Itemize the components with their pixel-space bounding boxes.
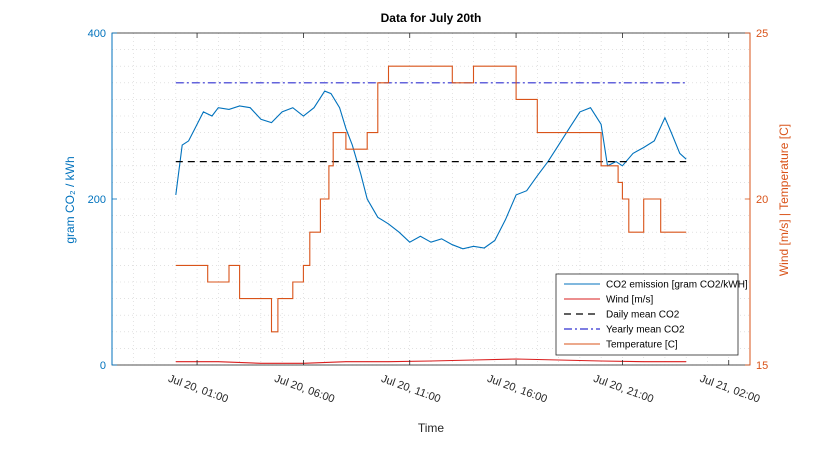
x-axis-label: Time — [418, 421, 445, 435]
y-tick-label-left: 0 — [100, 360, 106, 372]
x-tick-label: Jul 20, 21:00 — [592, 373, 655, 406]
series-wind — [175, 358, 687, 364]
series-layer — [175, 65, 687, 364]
y-tick-label-left: 200 — [88, 194, 106, 206]
series-temperature — [175, 65, 687, 333]
x-tick-label: Jul 21, 02:00 — [698, 373, 761, 406]
x-tick-label: Jul 20, 11:00 — [379, 373, 442, 406]
legend-box — [555, 273, 739, 356]
x-tick-label: Jul 20, 16:00 — [485, 373, 548, 406]
x-tick-label: Jul 20, 06:00 — [273, 373, 336, 406]
legend-label: CO2 emission [gram CO2/kWH] — [606, 280, 748, 291]
legend-label: Temperature [C] — [606, 340, 678, 351]
y-tick-label-right: 20 — [756, 194, 768, 206]
y-tick-label-right: 15 — [756, 360, 768, 372]
y-axis-label-right: Wind [m/s] | Temperature [C] — [777, 124, 791, 276]
y-axis-label-left: gram CO₂ / kWh — [63, 156, 77, 243]
legend-label: Wind [m/s] — [606, 295, 653, 306]
legend-label: Daily mean CO2 — [606, 310, 680, 321]
legend: CO2 emission [gram CO2/kWH] Wind [m/s] Dai… — [555, 273, 748, 356]
chart-title: Data for July 20th — [381, 11, 482, 25]
x-tick-label: Jul 20, 01:00 — [166, 373, 229, 406]
y-tick-label-right: 25 — [756, 28, 768, 40]
legend-label: Yearly mean CO2 — [606, 325, 685, 336]
y-tick-label-left: 400 — [88, 28, 106, 40]
